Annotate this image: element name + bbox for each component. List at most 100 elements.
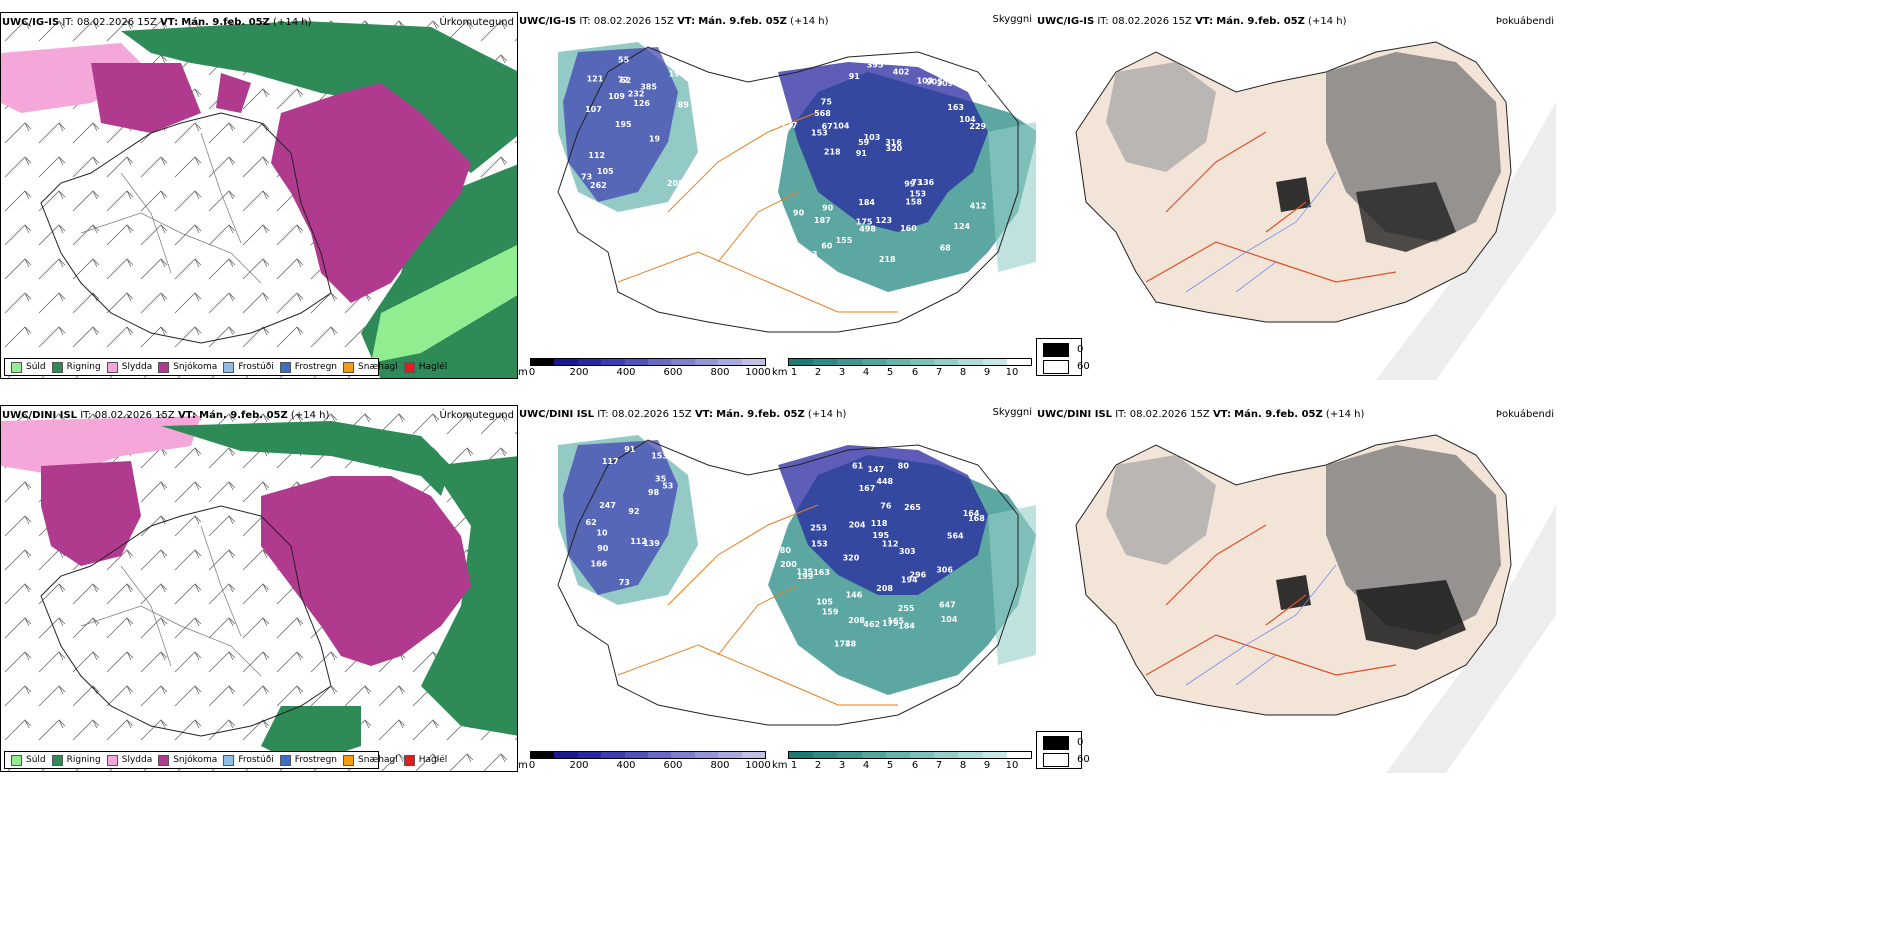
- cloud-base-label: 91: [849, 72, 861, 81]
- fog-legend: 0 60: [1036, 731, 1090, 769]
- cloud-base-label: 402: [893, 67, 910, 76]
- cloud-base-label: 212: [784, 254, 801, 263]
- vt-label: VT:: [1195, 16, 1214, 27]
- bar-segment: [718, 752, 742, 758]
- snow-area: [271, 83, 471, 303]
- bar-segment: [934, 752, 959, 758]
- legend-label: Súld: [26, 755, 46, 765]
- cloud-base-label: 104: [959, 115, 976, 124]
- cloud-base-label: 73: [619, 578, 630, 587]
- rivers: [1185, 171, 1337, 293]
- visibility-colorbar: km 1 2 3 4 5 6 7 8 9 10: [772, 358, 1034, 384]
- cloud-base-label: 448: [876, 477, 893, 486]
- cloud-base-label: 320: [843, 554, 860, 563]
- cloud-base-label: 103: [917, 76, 934, 85]
- bar-segment: [789, 752, 814, 758]
- cloud-base-unit: m: [518, 367, 528, 378]
- fog-swatch-light: [1043, 753, 1069, 767]
- coastline: [40, 112, 332, 344]
- cloud-base-label: 112: [882, 540, 899, 549]
- cloud-base-label: 112: [630, 537, 647, 546]
- cloud-base-label: 316: [885, 138, 902, 147]
- cloud-base-label: 568: [814, 109, 831, 118]
- bar-segment: [694, 359, 719, 365]
- lead-time: (+14 h): [807, 409, 847, 420]
- fog-area: [1106, 455, 1216, 565]
- visibility-bar: [788, 358, 1032, 366]
- model-name: UWC/DINI ISL: [2, 410, 78, 421]
- legend-label: Slydda: [121, 755, 153, 765]
- cloud-base-colorbar: m 0 200 400 600 800 1000: [518, 358, 771, 384]
- cloud-base-label: 158: [905, 197, 922, 206]
- cloud-base-label: 195: [615, 120, 632, 129]
- tick-label: 10: [1005, 367, 1019, 378]
- fog-smear: [1376, 102, 1556, 380]
- vt-value: Mán. 9.feb. 05Z: [716, 409, 805, 420]
- tick-label: 400: [616, 367, 636, 378]
- tick-label: 2: [814, 367, 822, 378]
- cloud-base-label: 78: [845, 639, 857, 648]
- fog-legend: 0 60: [1036, 338, 1090, 376]
- panel-header: UWC/IG-IS IT: 08.02.2026 15Z VT: Mán. 9.…: [1037, 16, 1346, 28]
- cloud-base-label: 194: [802, 258, 819, 267]
- tick-label: 1000: [745, 367, 771, 378]
- cloud-base-label: 91: [624, 445, 636, 454]
- fog-area: [1106, 62, 1216, 172]
- vt-label: VT:: [177, 410, 196, 421]
- bar-segment: [671, 359, 695, 365]
- legend-item: Súld: [11, 361, 46, 373]
- cloud-base-label: 153: [651, 451, 668, 460]
- cloud-base-area: [778, 445, 988, 595]
- legend-label: Rigning: [66, 755, 101, 765]
- bar-segment: [577, 752, 602, 758]
- rain-swatch: [51, 754, 63, 766]
- bar-segment: [554, 752, 578, 758]
- cloud-base-label: 112: [588, 151, 605, 160]
- bar-segment: [885, 359, 911, 365]
- cloud-base-label: 91: [856, 149, 868, 158]
- cloud-base-label: 247: [599, 501, 616, 510]
- lead-time: (+14 h): [1325, 409, 1365, 420]
- cloud-base-label: 90: [597, 544, 609, 553]
- bar-segment: [837, 359, 862, 365]
- legend-item: Haglél: [403, 754, 447, 766]
- cloud-base-label: 72: [618, 76, 629, 85]
- it-value: 08.02.2026 15Z: [94, 410, 175, 421]
- bar-segment: [789, 359, 814, 365]
- tick-label: 600: [663, 367, 683, 378]
- tick-label: 600: [663, 760, 683, 771]
- cloud-base-area: [563, 440, 678, 595]
- cloud-base-label: 913: [801, 250, 818, 259]
- bar-segment: [910, 359, 935, 365]
- bar-segment: [861, 359, 886, 365]
- cloud-base-label: 498: [859, 225, 876, 234]
- cloud-base-label: 35: [655, 475, 667, 484]
- cloud-base-label: 218: [879, 255, 896, 264]
- cloud-base-label: 123: [875, 216, 892, 225]
- bar-segment: [741, 752, 766, 758]
- fog-swatch-dark: [1043, 343, 1069, 357]
- bar-segment: [601, 359, 625, 365]
- cloud-base-label: 90: [793, 209, 805, 218]
- cloud-base-label: 92: [628, 507, 639, 516]
- cloud-base-label: 306: [936, 566, 953, 575]
- it-label: IT:: [597, 409, 609, 420]
- tick-label: 4: [862, 367, 870, 378]
- rain-area: [161, 421, 451, 496]
- cloud-base-label: 647: [939, 600, 956, 609]
- legend-item: Snæhagl: [343, 754, 398, 766]
- vt-value: Mán. 9.feb. 05Z: [1216, 16, 1305, 27]
- freezing-rain-swatch: [279, 361, 291, 373]
- cloud-base-label: 10: [596, 529, 608, 538]
- model-name: UWC/DINI ISL: [519, 409, 595, 420]
- bar-segment: [813, 752, 838, 758]
- precip-legend: Súld Rigning Slydda Snjókoma Frostúði Fr…: [4, 751, 447, 769]
- panel-header: UWC/DINI ISL IT: 08.02.2026 15Z VT: Mán.…: [1037, 409, 1364, 421]
- cloud-base-label: 253: [810, 524, 827, 533]
- cloud-base-label: 175: [856, 218, 873, 227]
- cloud-base-label: 166: [591, 560, 608, 569]
- cloud-base-label: 164: [963, 509, 980, 518]
- legend-item: Haglél: [403, 361, 447, 373]
- coastline: [40, 505, 332, 737]
- sleet-area: [1, 416, 201, 476]
